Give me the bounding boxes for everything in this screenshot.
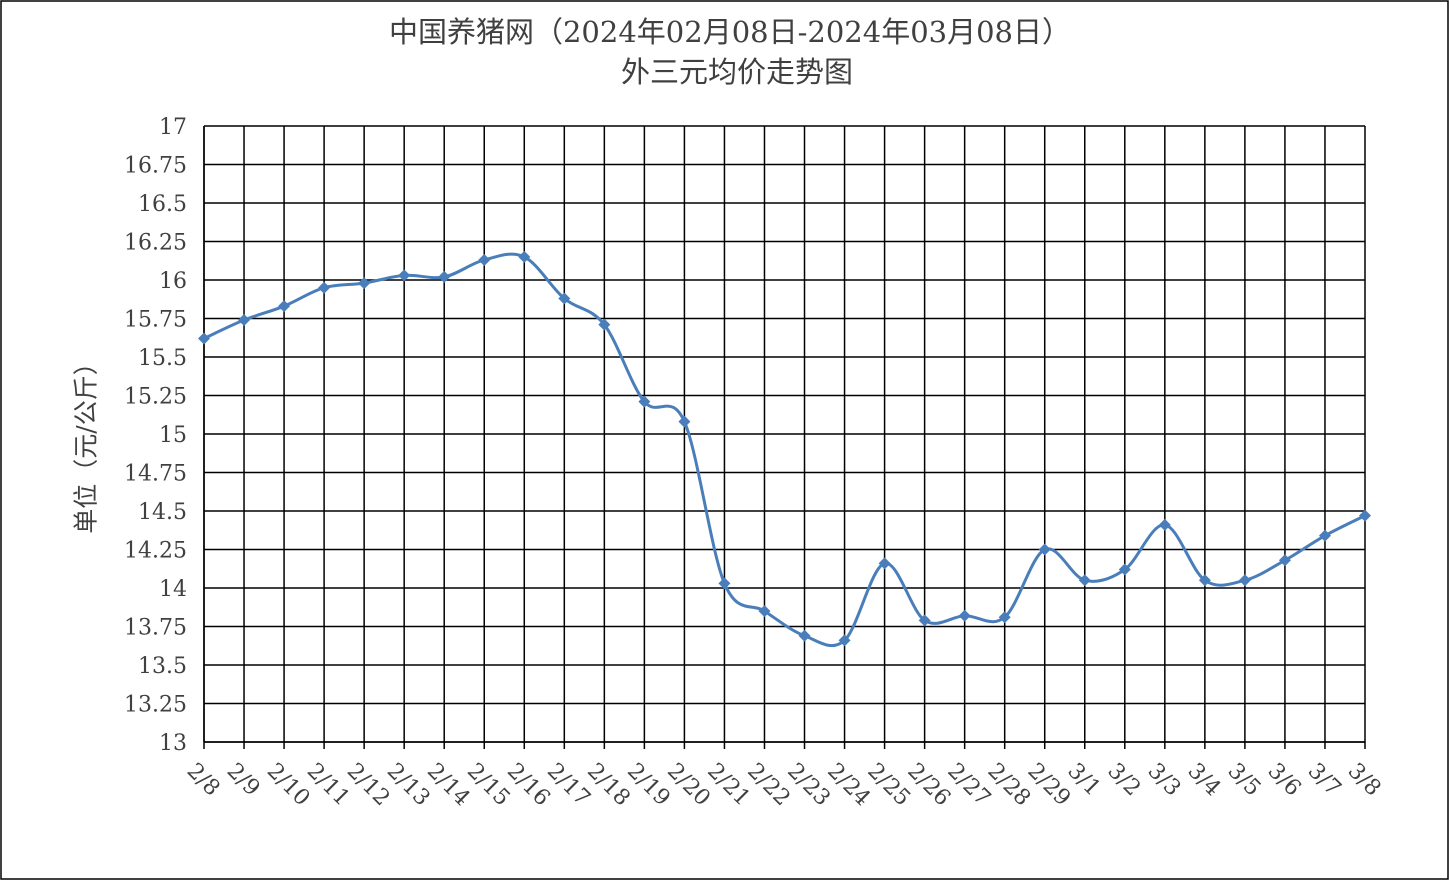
data-point (718, 577, 731, 590)
y-tick-label: 16.75 (124, 154, 187, 179)
y-tick-label: 13.25 (124, 693, 187, 718)
data-point (1118, 563, 1131, 576)
data-point (1359, 509, 1371, 522)
data-point (438, 270, 451, 283)
y-tick-label: 15.5 (138, 346, 187, 371)
data-point (758, 605, 771, 618)
data-point (358, 277, 371, 290)
data-point (1238, 574, 1251, 587)
data-point (1038, 543, 1051, 556)
y-axis-label: 单位（元/公斤） (72, 350, 101, 533)
chart-subtitle: 外三元均价走势图 (621, 55, 853, 89)
y-tick-label: 13 (159, 731, 187, 756)
data-point (398, 269, 411, 282)
data-point (1198, 574, 1211, 587)
data-point (478, 253, 491, 266)
data-point (1318, 529, 1331, 542)
y-tick-label: 17 (159, 115, 187, 140)
y-tick-label: 13.75 (124, 616, 187, 641)
y-tick-label: 16 (159, 269, 187, 294)
data-point (1078, 574, 1091, 587)
y-tick-label: 13.5 (138, 654, 187, 679)
y-tick-label: 15.25 (124, 385, 187, 410)
y-tick-label: 15.75 (124, 308, 187, 333)
y-tick-label: 14 (159, 577, 187, 602)
data-point (958, 609, 971, 622)
y-tick-label: 14.25 (124, 539, 187, 564)
data-point (918, 614, 931, 627)
data-point (998, 611, 1011, 624)
data-point (798, 629, 811, 642)
y-tick-label: 14.5 (138, 500, 187, 525)
y-tick-label: 16.5 (138, 192, 187, 217)
data-point (558, 292, 571, 305)
data-point (318, 281, 331, 294)
y-tick-label: 15 (159, 423, 187, 448)
data-point (198, 332, 210, 345)
y-tick-label: 14.75 (124, 462, 187, 487)
data-point (878, 557, 891, 570)
data-point (678, 415, 691, 428)
data-point (278, 300, 291, 313)
data-point (598, 318, 611, 331)
y-tick-label: 16.25 (124, 231, 187, 256)
data-point (238, 314, 251, 327)
data-point (1278, 554, 1291, 567)
data-point (518, 250, 531, 263)
data-point (1158, 518, 1171, 531)
data-point (838, 634, 851, 647)
chart-title: 中国养猪网（2024年02月08日-2024年03月08日） (389, 15, 1071, 49)
data-point (638, 395, 651, 408)
